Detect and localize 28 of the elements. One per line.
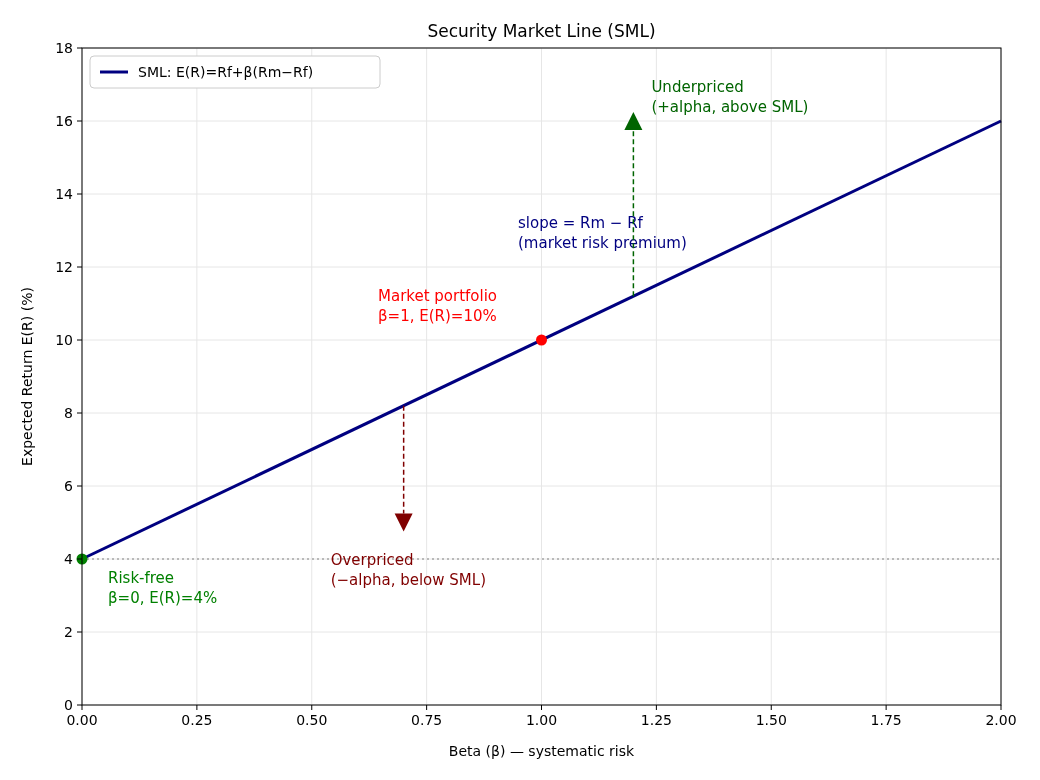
annotation: Market portfolio β=1, E(R)=10% [378, 287, 498, 325]
y-tick-label: 8 [64, 405, 73, 421]
y-tick-label: 14 [55, 186, 74, 202]
y-tick-label: 16 [55, 113, 74, 129]
y-tick-label: 2 [64, 624, 73, 640]
x-tick-label: 0.25 [181, 712, 213, 728]
annotation: Underpriced (+alpha, above SML) [651, 78, 809, 116]
y-tick-label: 4 [64, 551, 74, 567]
x-tick-label: 0.00 [66, 712, 98, 728]
annotation: Risk-free β=0, E(R)=4% [108, 569, 218, 607]
x-tick-label: 0.50 [296, 712, 328, 728]
x-tick-label: 1.50 [755, 712, 787, 728]
y-tick-label: 18 [55, 40, 73, 56]
chart-title: Security Market Line (SML) [427, 21, 656, 41]
annotation: slope = Rm − Rf (market risk premium) [518, 214, 687, 252]
y-tick-label: 10 [55, 332, 73, 348]
y-axis-title: Expected Return E(R) (%) [19, 287, 35, 466]
x-tick-label: 1.25 [640, 712, 672, 728]
y-tick-label: 12 [55, 259, 73, 275]
x-tick-label: 2.00 [985, 712, 1017, 728]
x-tick-label: 0.75 [411, 712, 443, 728]
y-tick-label: 6 [64, 478, 74, 494]
legend-label: SML: E(R)=Rf+β(Rm−Rf) [138, 64, 314, 80]
x-tick-label: 1.00 [525, 712, 558, 728]
y-tick-label: 0 [64, 697, 73, 713]
x-axis-title: Beta (β) — systematic risk [448, 743, 636, 759]
annotation: Overpriced (−alpha, below SML) [330, 550, 486, 589]
x-tick-label: 1.75 [870, 712, 902, 728]
